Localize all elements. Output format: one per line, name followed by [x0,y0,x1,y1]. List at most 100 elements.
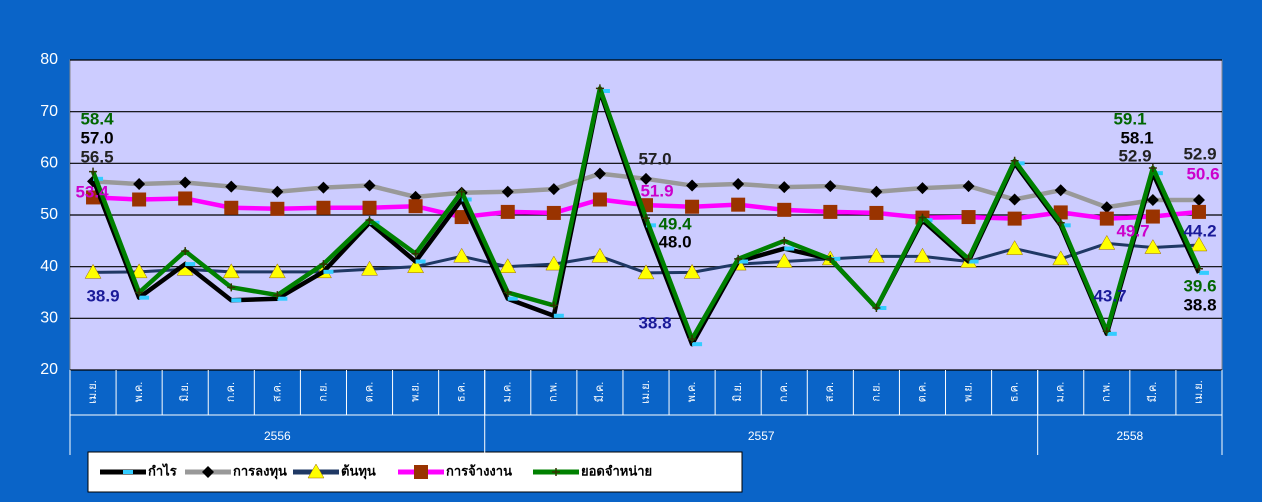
marker [1145,209,1160,224]
data-label: 49.7 [1116,221,1149,240]
x-tick-label: ก.ค. [225,382,237,402]
x-tick-label: ม.ค. [1055,382,1067,403]
y-tick-label: 70 [40,103,58,120]
marker [1052,250,1070,266]
x-tick-label: ธ.ค. [456,382,468,402]
marker [1148,163,1157,172]
data-label: 38.9 [86,286,119,305]
y-tick-label: 30 [40,310,58,327]
data-label: 58.1 [1120,128,1153,147]
x-tick-label: ส.ค. [271,382,283,402]
x-tick-label: ต.ค. [363,382,375,403]
data-label: 59.1 [1113,109,1146,128]
data-label: 52.9 [1118,146,1151,165]
y-tick-label: 40 [40,258,58,275]
data-label: 44.2 [1183,221,1216,240]
y-tick-label: 50 [40,206,58,223]
y-tick-label: 80 [40,51,58,68]
data-label: 56.5 [80,147,113,166]
marker [202,466,214,478]
marker [1056,218,1065,227]
marker [780,236,789,245]
marker [553,313,564,318]
marker [867,247,885,263]
data-label: 53.4 [75,182,109,201]
x-tick-label: ก.ค. [778,382,790,402]
marker [1102,327,1111,336]
marker [270,201,285,216]
x-tick-label: ก.ย. [870,382,882,401]
x-tick-label: เม.ย. [87,380,99,404]
marker [546,205,561,220]
group-label: 2557 [748,429,775,443]
marker [123,470,133,474]
marker [732,178,745,190]
marker [962,180,975,193]
marker [640,172,652,185]
marker [411,249,420,258]
data-label: 43.7 [1093,286,1126,305]
marker [1014,161,1025,166]
x-tick-label: มิ.ย. [179,382,191,402]
marker [688,335,697,343]
x-tick-label: มิ.ย. [732,382,744,402]
x-tick-label: พ.ค. [133,382,145,403]
legend-label: ต้นทุน [341,463,376,479]
marker [1191,204,1206,219]
marker [552,468,560,476]
marker [777,202,792,217]
marker [1007,211,1022,226]
marker [738,259,749,264]
x-tick-label: พ.ย. [410,382,422,402]
marker [179,176,192,189]
marker [692,342,703,347]
marker [870,185,883,198]
data-label: 49.4 [658,214,692,233]
marker [408,199,423,214]
x-tick-label: มี.ค. [593,382,606,403]
marker [918,213,927,222]
marker [830,256,841,261]
marker [1106,331,1117,336]
x-tick-label: ก.พ. [1101,382,1113,402]
marker [307,463,325,479]
marker [1192,194,1205,207]
marker [132,192,147,207]
marker [872,304,881,312]
marker [499,258,517,273]
x-tick-label: พ.ค. [686,382,698,403]
marker [961,210,976,225]
marker [84,263,102,279]
marker [775,252,793,268]
x-tick-label: ธ.ค. [1009,382,1021,402]
marker [1146,194,1159,207]
marker [501,185,514,198]
marker [178,191,193,206]
x-tick-label: ส.ค. [824,382,836,402]
marker [964,254,973,263]
marker [227,283,236,292]
x-tick-label: พ.ย. [962,382,974,402]
marker [1144,239,1162,254]
marker [1099,211,1114,226]
data-label: 38.8 [638,313,671,332]
x-tick-label: ต.ค. [916,382,928,403]
marker [130,263,148,279]
marker [457,187,466,196]
data-label: 38.8 [1183,295,1216,314]
data-label: 50.6 [1186,164,1219,183]
x-tick-label: เม.ย. [1193,380,1205,404]
marker [683,263,701,279]
y-tick-label: 60 [40,155,58,172]
marker [778,181,791,194]
marker [181,247,190,256]
x-tick-label: มี.ค. [1146,382,1159,403]
marker [593,167,606,180]
marker [222,263,240,279]
marker [916,182,929,195]
marker [316,200,331,215]
data-label: 58.4 [80,109,114,128]
marker [500,204,515,219]
marker [454,210,469,225]
marker [545,255,563,271]
